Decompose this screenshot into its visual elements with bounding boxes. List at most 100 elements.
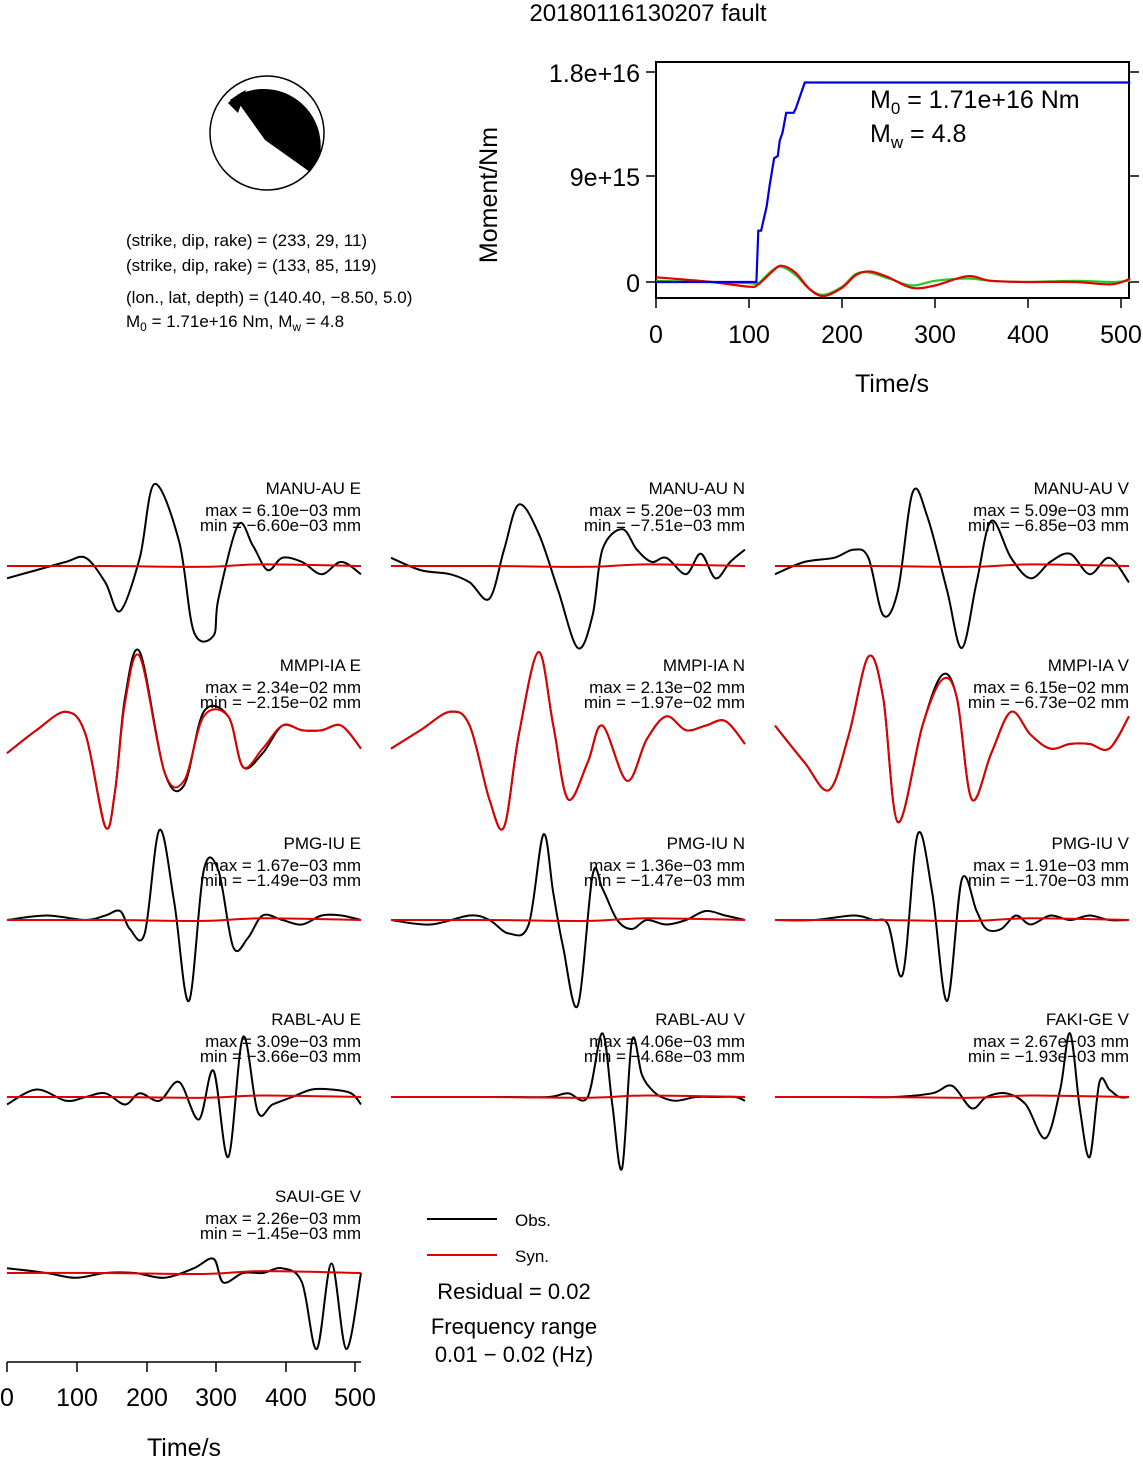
max-label: max = 5.09e−03 mm [973,501,1129,520]
min-label: min = −4.68e−03 mm [584,1047,745,1066]
station-label: RABL-AU V [655,1010,745,1029]
station-label: MMPI-IA V [1048,656,1130,675]
min-label: min = −3.66e−03 mm [200,1047,361,1066]
syn-trace [6,1094,362,1099]
moment-rate-red-line [655,264,1131,298]
max-label: max = 4.06e−03 mm [589,1032,745,1051]
min-label: min = −6.73e−02 mm [968,693,1129,712]
syn-trace [774,1094,1130,1099]
station-label: PMG-IU V [1052,834,1130,853]
wave-xtick-label: 400 [265,1384,307,1412]
moment-ytick-label: 1.8e+16 [549,60,640,88]
syn-trace [6,563,362,568]
moment-ylabel: Moment/Nm [475,127,503,263]
min-label: min = −1.70e−03 mm [968,871,1129,890]
min-label: min = −1.93e−03 mm [968,1047,1129,1066]
max-label: max = 2.26e−03 mm [205,1209,361,1228]
wave-legend: Obs. Syn. Residual = 0.02 Frequency rang… [427,1211,597,1367]
syn-trace [6,653,362,830]
obs-trace [390,503,746,650]
moment-annotation-m0: M0 = 1.71e+16 Nm [870,86,1080,118]
obs-trace [6,828,362,1003]
min-label: min = −1.97e−02 mm [584,693,745,712]
wave-xtick-label: 200 [126,1384,168,1412]
mechanism-line-4: M0 = 1.71e+16 Nm, Mw = 4.8 [126,312,344,334]
syn-trace [390,917,746,922]
moment-xtick-label: 500 [1100,321,1142,349]
moment-xtick-label: 100 [728,321,770,349]
min-label: min = −1.47e−03 mm [584,871,745,890]
syn-trace [6,1270,362,1276]
station-label: MANU-AU V [1034,479,1130,498]
wave-xtick-label: 500 [334,1384,376,1412]
wave-xtick-label: 0 [0,1384,14,1412]
station-label: RABL-AU E [271,1010,361,1029]
legend-syn-label: Syn. [515,1247,549,1266]
syn-trace [390,563,746,568]
moment-cumulative-line [656,81,1131,284]
moment-plot-frame [655,61,1130,299]
max-label: max = 2.13e−02 mm [589,678,745,697]
wave-xlabel: Time/s [147,1434,221,1458]
max-label: max = 6.15e−02 mm [973,678,1129,697]
min-label: min = −1.49e−03 mm [200,871,361,890]
syn-trace [774,654,1130,824]
moment-ytick-label: 0 [626,270,640,298]
mechanism-line-2: (strike, dip, rake) = (133, 85, 119) [126,256,377,275]
max-label: max = 1.91e−03 mm [973,856,1129,875]
wave-x-axis: 0 100 200 300 400 500 Time/s [0,1361,376,1458]
station-label: MMPI-IA N [663,656,745,675]
residual-label: Residual = 0.02 [437,1279,591,1304]
obs-trace [774,487,1130,650]
frequency-range-label: Frequency range [431,1314,597,1339]
min-label: min = −7.51e−03 mm [584,516,745,535]
moment-xtick-label: 400 [1007,321,1049,349]
max-label: max = 6.10e−03 mm [205,501,361,520]
min-label: min = −6.60e−03 mm [200,516,361,535]
wave-xtick-label: 300 [195,1384,237,1412]
obs-trace [390,833,746,1009]
max-label: max = 5.20e−03 mm [589,501,745,520]
moment-xlabel: Time/s [855,370,929,398]
max-label: max = 1.67e−03 mm [205,856,361,875]
station-label: MANU-AU E [266,479,361,498]
station-label: PMG-IU N [667,834,745,853]
max-label: max = 2.67e−03 mm [973,1032,1129,1051]
syn-trace [6,917,362,922]
obs-trace [6,483,362,643]
beachball-compression-quadrant [230,88,321,172]
moment-annotation-mw: Mw = 4.8 [870,120,966,152]
station-label: FAKI-GE V [1046,1010,1130,1029]
obs-trace [6,1035,362,1159]
moment-xtick-label: 300 [914,321,956,349]
min-label: min = −2.15e−02 mm [200,693,361,712]
frequency-range-value: 0.01 − 0.02 (Hz) [435,1342,593,1367]
moment-y-axis: 1.8e+16 9e+15 0 Moment/Nm [475,60,1139,298]
moment-xtick-label: 200 [821,321,863,349]
moment-x-axis: 0 100 200 300 400 500 Time/s [649,298,1142,398]
syn-trace [774,563,1130,568]
station-label: MANU-AU N [649,479,745,498]
max-label: max = 3.09e−03 mm [205,1032,361,1051]
max-label: max = 1.36e−03 mm [589,856,745,875]
beachball-compression-quadrant-2 [228,90,246,113]
page-title: 20180116130207 fault [529,0,766,27]
syn-trace [390,1094,746,1099]
min-label: min = −6.85e−03 mm [968,516,1129,535]
station-label: PMG-IU E [284,834,361,853]
syn-trace [390,650,746,831]
obs-trace [6,648,362,830]
station-label: MMPI-IA E [280,656,361,675]
mechanism-line-3: (lon., lat, depth) = (140.40, −8.50, 5.0… [126,288,412,307]
